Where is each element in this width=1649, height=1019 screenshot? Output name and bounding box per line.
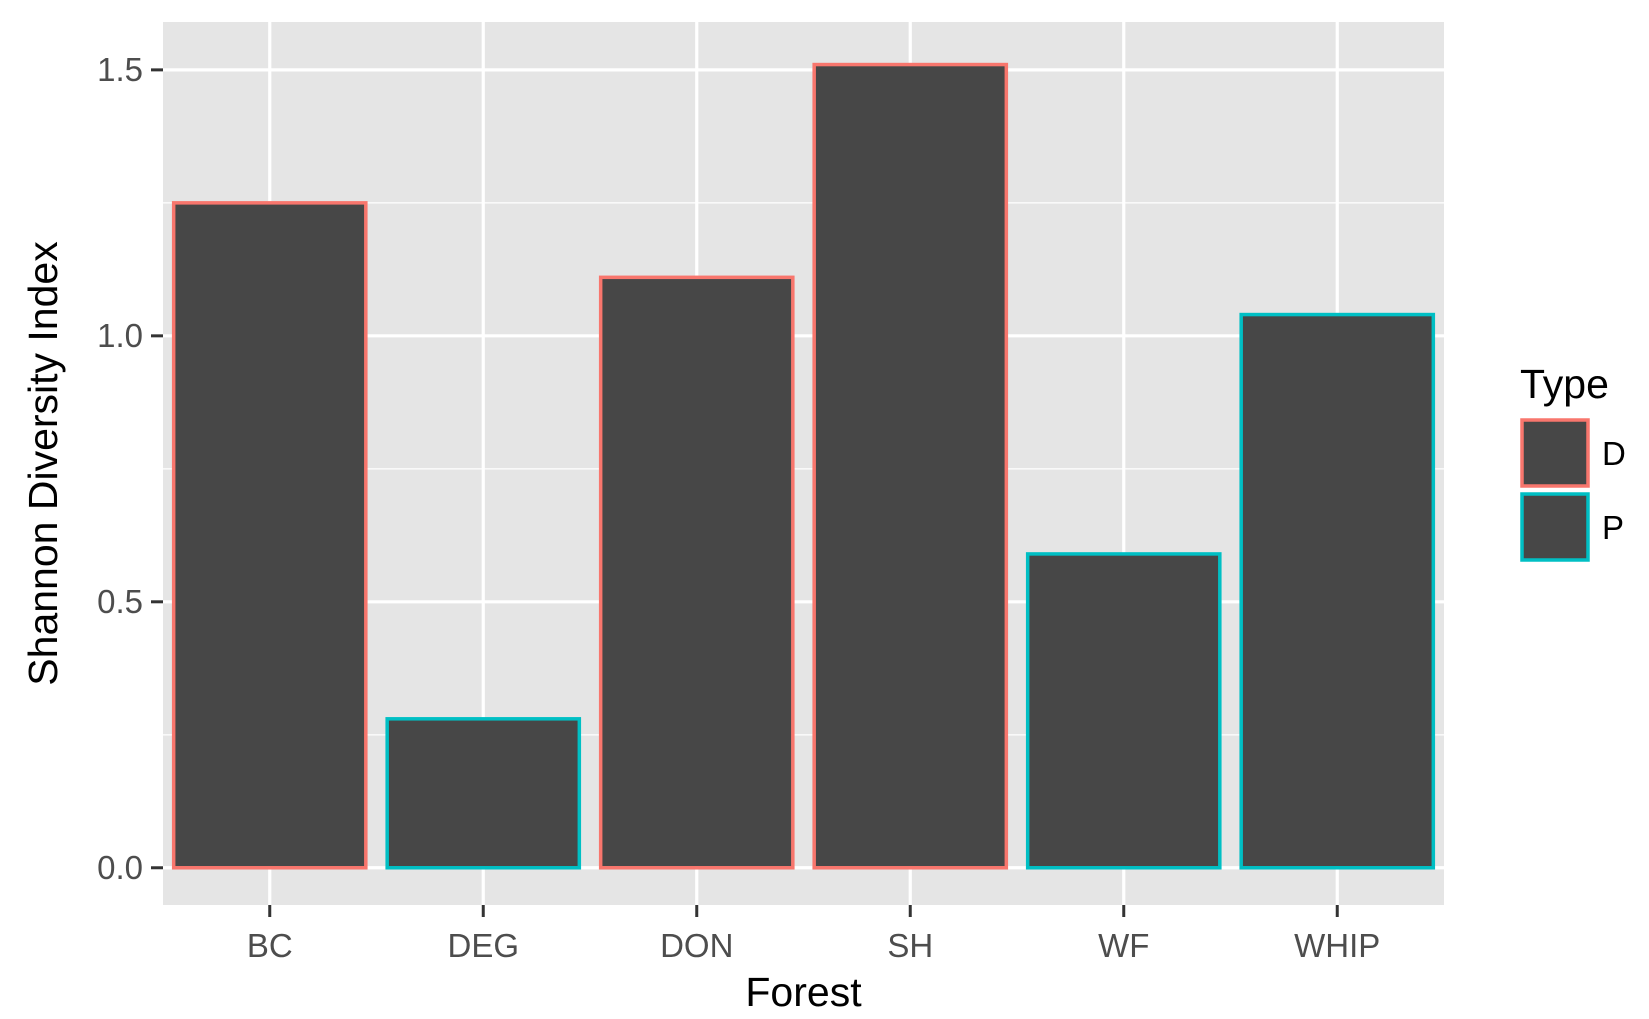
y-axis-title: Shannon Diversity Index [20, 241, 66, 686]
x-tick-label: BC [247, 927, 293, 964]
x-tick-label: SH [887, 927, 933, 964]
bar-wf [1025, 552, 1222, 870]
x-tick-label: WHIP [1294, 927, 1380, 964]
y-tick-label: 1.5 [97, 51, 143, 88]
x-tick-label: DON [660, 927, 733, 964]
bar-don [598, 275, 795, 870]
bar-bc [171, 201, 368, 870]
x-tick-label: DEG [447, 927, 519, 964]
legend: Type DP [1520, 361, 1626, 562]
x-axis-title: Forest [745, 969, 862, 1015]
x-axis: BC DEG DON SH WF WHIP [247, 905, 1380, 964]
legend-title: Type [1520, 361, 1609, 407]
y-tick-label: 0.0 [97, 849, 143, 886]
legend-key-p [1520, 492, 1590, 562]
bar-deg [385, 717, 582, 870]
legend-label-d: D [1602, 435, 1626, 472]
bar-whip [1239, 312, 1436, 870]
plot-panel [163, 22, 1444, 905]
y-tick-label: 1.0 [97, 317, 143, 354]
bar-sh [812, 62, 1009, 870]
y-axis: 0.0 0.5 1.0 1.5 [97, 51, 163, 886]
legend-label-p: P [1602, 509, 1624, 546]
x-tick-label: WF [1098, 927, 1149, 964]
grid-minor-lines [163, 202, 1444, 736]
bars-group [171, 62, 1436, 870]
y-tick-label: 0.5 [97, 583, 143, 620]
legend-key-d [1520, 418, 1590, 488]
